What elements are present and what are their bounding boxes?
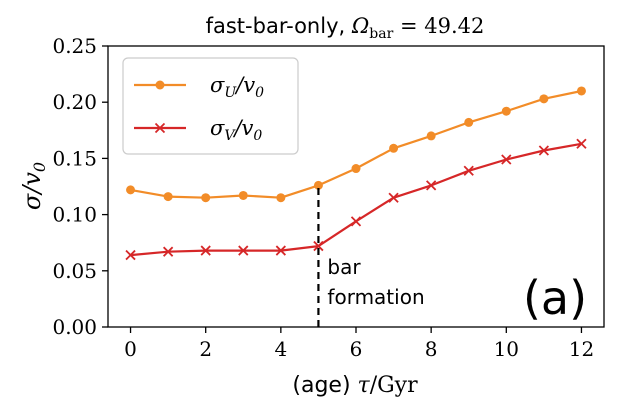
point-sigma_U	[426, 131, 436, 141]
y-axis-ticks: 0.00 0.05 0.10 0.15 0.20 0.25	[52, 34, 108, 339]
point-sigma_U	[539, 94, 549, 104]
point-sigma_U	[126, 185, 136, 195]
y-tick-label: 0.15	[52, 146, 97, 170]
point-sigma_U	[201, 193, 211, 203]
point-sigma_V	[200, 245, 211, 256]
y-tick-label: 0.20	[52, 90, 97, 114]
point-sigma_U	[313, 180, 323, 190]
x-tick-label: 4	[274, 337, 287, 361]
point-sigma_U	[464, 117, 474, 127]
annotation-bar: bar	[327, 255, 361, 279]
point-sigma_U	[238, 190, 248, 200]
x-tick-label: 12	[569, 337, 594, 361]
point-sigma_V	[125, 249, 136, 261]
point-sigma_U	[576, 86, 586, 96]
y-tick-label: 0.05	[52, 259, 97, 283]
y-tick-label: 0.25	[52, 34, 97, 58]
point-sigma_V	[313, 240, 324, 252]
x-tick-label: 2	[199, 337, 212, 361]
point-sigma_V	[463, 165, 474, 176]
point-sigma_V	[275, 245, 286, 256]
chart-title: fast-bar-only, Ωbar = 49.42	[206, 14, 485, 42]
legend-marker-sigma-u	[155, 80, 165, 90]
legend-label-sigma-u: σU/v0	[210, 73, 264, 101]
point-sigma_U	[501, 106, 511, 116]
point-sigma_V	[576, 138, 587, 149]
x-tick-label: 6	[350, 337, 363, 361]
x-tick-label: 0	[124, 337, 137, 361]
point-sigma_V	[538, 145, 550, 156]
point-sigma_V	[388, 192, 399, 203]
x-axis-label: (age) τ/Gyr	[292, 373, 418, 398]
x-tick-label: 8	[425, 337, 438, 361]
y-tick-label: 0.10	[52, 203, 97, 227]
point-sigma_V	[426, 180, 437, 191]
y-tick-label: 0.00	[52, 315, 97, 339]
legend-marker-sigma-v	[154, 122, 166, 134]
x-axis-ticks: 0 2 4 6 8 10 12	[124, 327, 594, 361]
x-tick-label: 10	[494, 337, 519, 361]
plot-frame	[107, 45, 605, 328]
point-sigma_V	[350, 216, 362, 227]
legend-label-sigma-v: σV/v0	[210, 116, 262, 144]
point-sigma_V	[501, 154, 512, 165]
panel-label: (a)	[523, 271, 587, 325]
point-sigma_U	[389, 143, 399, 153]
series-line-sigma_V	[130, 142, 582, 257]
point-sigma_U	[351, 164, 361, 174]
point-sigma_V	[238, 245, 249, 256]
point-sigma_U	[276, 193, 286, 203]
series-layer	[125, 86, 587, 261]
point-sigma_V	[162, 246, 174, 257]
point-sigma_U	[163, 192, 173, 202]
y-axis-label: σ/v0	[18, 162, 49, 210]
annotation-formation: formation	[327, 285, 424, 309]
legend: σU/v0 σV/v0	[122, 57, 299, 155]
